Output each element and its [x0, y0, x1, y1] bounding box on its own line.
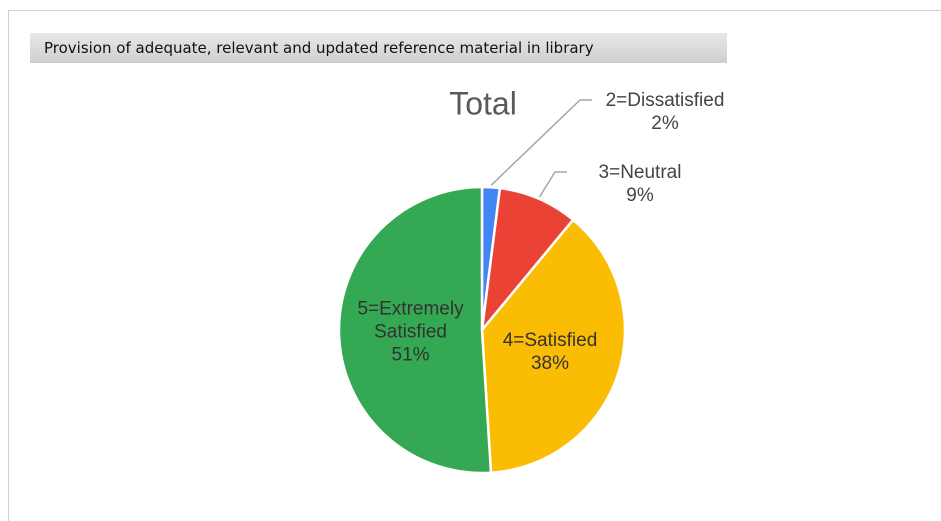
leader-line [538, 171, 567, 198]
value-label: 38% [530, 353, 570, 375]
value-label: 51% [391, 344, 430, 366]
panel-header: Provision of adequate, relevant and upda… [30, 33, 727, 63]
value-label: 2% [651, 113, 679, 134]
value-label: 9% [626, 185, 654, 206]
data-label: 5=Extremely Satisfied 51% [346, 298, 476, 367]
pie-slice [480, 218, 627, 475]
category-label: 5=Extremely Satisfied [357, 298, 464, 343]
leader-line [490, 99, 592, 186]
chart-title: Total [449, 85, 517, 121]
pie-slice [480, 186, 575, 335]
category-label: 2=Dissatisfied [605, 90, 725, 111]
data-label: 4=Satisfied 38% [485, 329, 615, 375]
panel-frame [8, 10, 941, 521]
category-label: 4=Satisfied [502, 330, 598, 352]
pie-slice [337, 185, 493, 475]
data-label: 2=Dissatisfied 2% [606, 89, 725, 135]
data-label: 3=Neutral 9% [599, 161, 682, 207]
category-label: 3=Neutral [598, 162, 682, 183]
